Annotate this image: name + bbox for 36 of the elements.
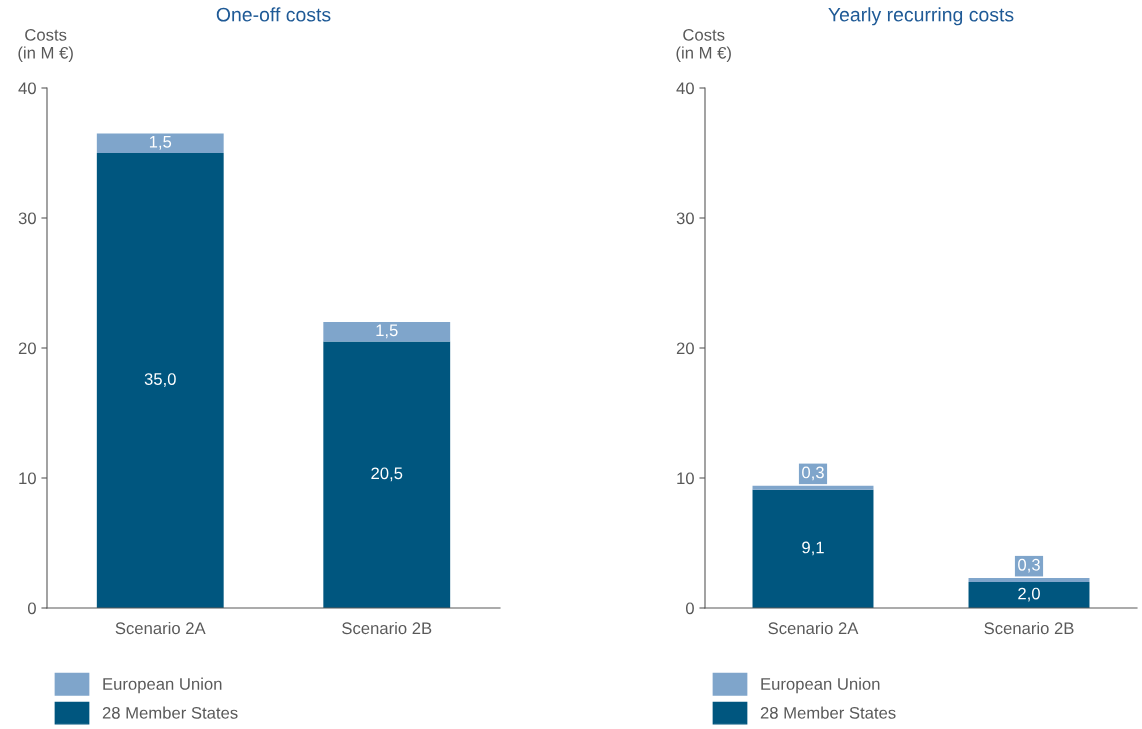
bar: [323, 322, 451, 342]
x-tick-label: Scenario 2B: [342, 621, 432, 635]
data-label: 1,5: [376, 324, 398, 339]
legend-label: European Union: [103, 677, 222, 694]
y-tick-label: 20: [676, 342, 694, 355]
chart-title: One-off costs: [216, 7, 331, 22]
y-tick-label: 30: [676, 212, 694, 225]
bar: [323, 341, 451, 608]
data-label: 0,3: [1018, 558, 1040, 573]
y-tick-label: 20: [18, 342, 36, 355]
legend-label: European Union: [761, 677, 880, 694]
chart-title: Yearly recurring costs: [828, 7, 1014, 26]
y-tick-label: 0: [685, 602, 694, 615]
legend-label: 28 Member States: [102, 706, 238, 719]
data-label: 35,0: [144, 373, 176, 387]
data-label: 9,1: [802, 541, 824, 556]
y-axis-title: Costs (in M €): [18, 28, 73, 62]
bar: [96, 153, 224, 608]
bar: [752, 489, 874, 608]
x-tick-label: Scenario 2A: [768, 621, 859, 635]
y-tick-label: 40: [18, 82, 36, 95]
data-label: 0,3: [802, 466, 824, 481]
data-label: 2,0: [1018, 587, 1040, 602]
legend-label: 28 Member States: [760, 706, 896, 719]
x-tick-label: Scenario 2B: [984, 621, 1074, 635]
y-tick-label: 30: [18, 212, 36, 225]
y-tick-label: 10: [19, 472, 36, 485]
data-label: 20,5: [371, 467, 403, 482]
y-tick-label: 10: [677, 472, 694, 485]
data-label: 1,5: [149, 136, 172, 150]
y-tick-label: 40: [676, 82, 694, 95]
y-tick-label: 0: [27, 602, 36, 615]
x-tick-label: Scenario 2A: [115, 621, 206, 635]
bar: [96, 133, 224, 153]
bar: [968, 582, 1090, 608]
y-axis-title: Costs (in M €): [676, 28, 731, 62]
